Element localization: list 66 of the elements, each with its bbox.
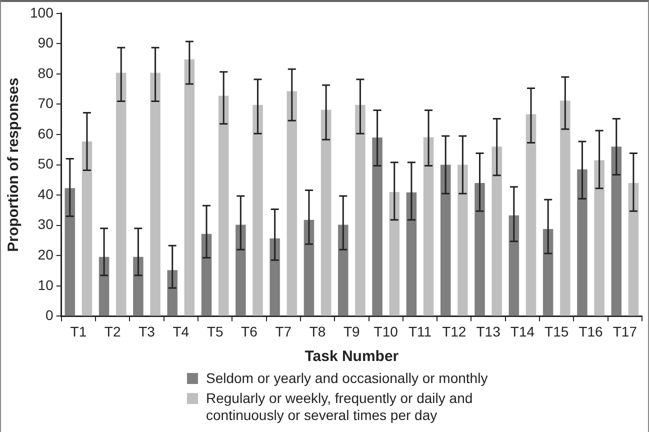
bar [320,110,332,316]
bar [64,188,76,316]
x-tick-label: T10 [374,323,398,340]
bar [150,72,160,316]
x-tick-label: T4 [172,323,190,340]
y-tick-label: 30 [38,216,54,232]
bar [82,141,92,316]
x-tick-label: T15 [544,323,569,340]
x-tick-label: T1 [70,323,87,340]
x-tick-label: T13 [476,323,501,340]
bar [201,234,212,316]
bar [628,182,639,316]
x-tick-label: T12 [442,323,466,340]
bar [133,256,144,316]
bar [560,100,570,316]
y-axis-title: Proportion of responses [5,78,22,252]
bar [167,270,178,316]
y-tick-label: 80 [38,64,54,81]
bar [492,146,502,316]
bar [542,228,554,316]
bar [611,146,622,316]
x-tick-label: T8 [309,323,326,340]
bar [355,104,366,316]
bar [423,137,434,316]
legend-label: Regularly or weekly, frequently or daily and continuously or several times per day [206,390,474,424]
x-tick-label: T7 [275,323,292,340]
bar [406,192,417,316]
y-tick-label: 0 [46,307,54,324]
legend-label: Seldom or yearly and occasionally or monthly [206,370,488,387]
bar [594,160,604,316]
bar [270,238,280,316]
bar [286,91,298,316]
y-tick-label: 100 [30,4,54,20]
y-tick-label: 10 [38,276,54,293]
y-tick-label: 70 [38,95,54,112]
x-axis-title: Task Number [304,348,399,366]
x-tick-label: T17 [612,323,638,340]
bar [458,164,468,316]
bar [304,220,314,316]
x-tick-label: T11 [408,323,432,340]
bar [508,215,520,316]
bar [440,164,451,316]
bar [184,59,195,316]
x-tick-label: T3 [138,323,156,340]
x-tick-label: T9 [344,323,360,340]
x-tick-label: T5 [206,323,224,340]
y-tick-label: 60 [38,125,54,142]
bar [526,114,536,316]
x-tick-label: T14 [510,323,535,340]
bar [372,138,382,316]
bar [389,192,400,316]
y-tick-label: 90 [38,34,54,51]
bar [116,72,126,316]
bar [236,224,246,316]
bar [338,224,348,316]
bar [98,256,110,316]
bar [474,182,485,316]
y-tick-label: 50 [38,156,54,172]
bar [577,169,588,316]
bar [252,104,263,316]
x-tick-label: T6 [241,323,258,340]
bar [218,96,229,316]
y-tick-label: 40 [38,186,54,202]
x-tick-label: T16 [578,323,604,340]
x-tick-label: T2 [104,323,121,340]
y-tick-label: 20 [38,246,54,262]
